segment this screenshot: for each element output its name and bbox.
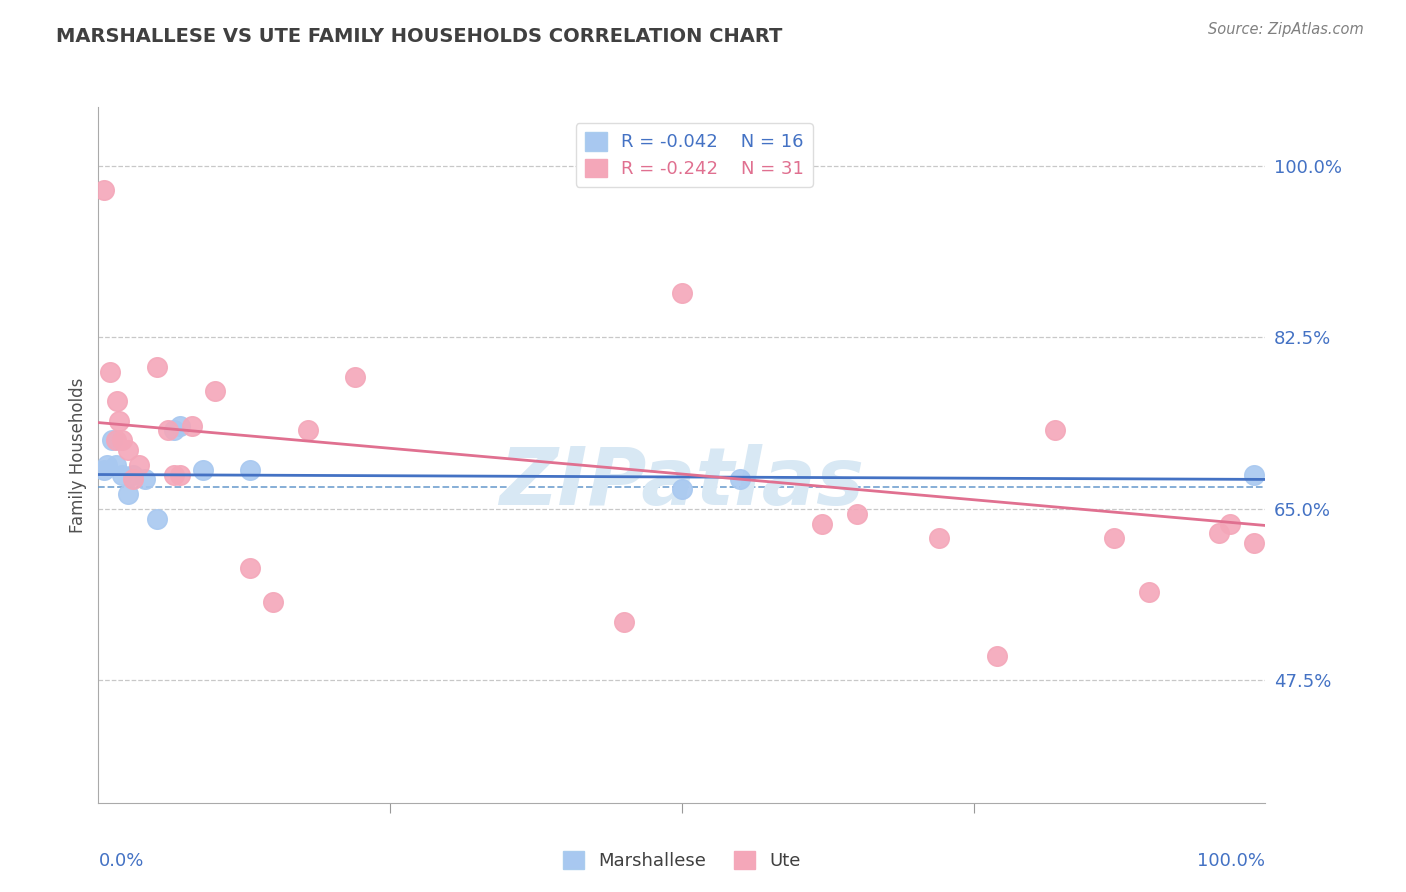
Point [204, 384, 226, 399]
Point [297, 424, 319, 438]
Text: MARSHALLESE VS UTE FAMILY HOUSEHOLDS CORRELATION CHART: MARSHALLESE VS UTE FAMILY HOUSEHOLDS COR… [56, 27, 783, 45]
Point [1137, 585, 1160, 599]
Y-axis label: Family Households: Family Households [69, 377, 87, 533]
Point [122, 467, 145, 482]
Point [93, 462, 115, 476]
Point [1243, 467, 1265, 482]
Point [122, 472, 145, 486]
Point [111, 434, 134, 448]
Point [169, 418, 191, 433]
Point [104, 434, 127, 448]
Point [928, 531, 950, 545]
Text: 0.0%: 0.0% [98, 852, 143, 870]
Point [1102, 531, 1125, 545]
Point [811, 516, 834, 531]
Point [134, 472, 156, 486]
Point [96, 458, 118, 472]
Point [1243, 536, 1265, 550]
Point [344, 369, 367, 384]
Point [111, 467, 134, 482]
Point [163, 467, 186, 482]
Text: ZIPatlas: ZIPatlas [499, 443, 865, 522]
Point [1208, 526, 1230, 541]
Text: Source: ZipAtlas.com: Source: ZipAtlas.com [1208, 22, 1364, 37]
Point [117, 443, 139, 458]
Point [104, 458, 127, 472]
Point [239, 560, 262, 574]
Point [163, 424, 186, 438]
Point [101, 434, 124, 448]
Point [845, 507, 868, 521]
Point [169, 467, 191, 482]
Point [105, 394, 128, 409]
Point [180, 418, 202, 433]
Text: 100.0%: 100.0% [1198, 852, 1265, 870]
Point [671, 482, 693, 496]
Legend: Marshallese, Ute: Marshallese, Ute [555, 844, 808, 877]
Point [239, 462, 262, 476]
Point [730, 472, 752, 486]
Point [108, 414, 131, 428]
Point [1219, 516, 1241, 531]
Point [262, 595, 284, 609]
Point [146, 511, 169, 525]
Point [671, 286, 693, 301]
Point [128, 458, 150, 472]
Point [1045, 424, 1067, 438]
Point [93, 183, 115, 197]
Point [157, 424, 180, 438]
Point [117, 487, 139, 501]
Point [193, 462, 215, 476]
Point [986, 648, 1008, 663]
Point [612, 615, 634, 629]
Point [98, 365, 121, 379]
Point [146, 359, 169, 374]
